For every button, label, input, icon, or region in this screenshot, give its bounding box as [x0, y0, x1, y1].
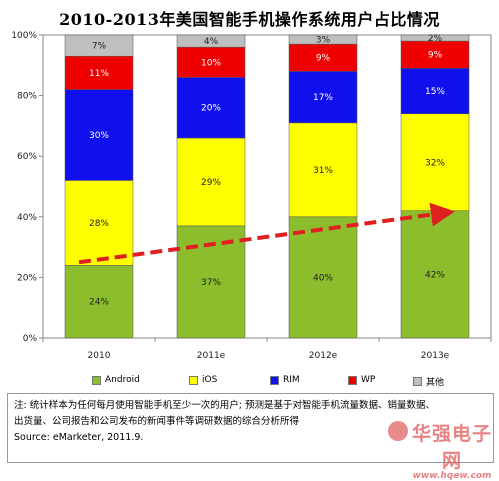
legend-swatch	[413, 377, 422, 386]
watermark: 华强电子网 www.hqew.com	[412, 419, 492, 481]
legend-item: RIM	[270, 375, 300, 385]
x-tick-label: 2013e	[421, 351, 450, 361]
chart-title: 2010-2013年美国智能手机操作系统用户占比情况	[59, 10, 440, 29]
chart-legend: Android iOS RIM WP 其他	[0, 375, 499, 391]
bar-segment	[176, 46, 246, 78]
data-label: 11%	[89, 69, 109, 79]
data-label: 9%	[428, 51, 443, 61]
legend-label: WP	[361, 375, 376, 385]
watermark-logo-icon	[388, 421, 408, 441]
notes-line-1: 注: 统计样本为任何每月使用智能手机至少一次的用户; 预测是基于对智能手机流量数…	[14, 400, 435, 411]
legend-label: RIM	[283, 375, 300, 385]
data-label: 2%	[428, 34, 443, 44]
bar-segment	[400, 68, 470, 115]
bar-segment	[400, 40, 470, 69]
bar-segment	[400, 34, 470, 42]
notes-line-2: 出货量、公司报告和公司发布的新闻事件等调研数据的综合分析所得	[14, 416, 300, 427]
data-label: 42%	[425, 270, 445, 280]
notes-box: 注: 统计样本为任何每月使用智能手机至少一次的用户; 预测是基于对智能手机流量数…	[7, 393, 494, 463]
y-tick-label: 100%	[11, 31, 37, 41]
x-tick-label: 2012e	[309, 351, 338, 361]
y-tick-label: 40%	[17, 213, 37, 223]
legend-label: 其他	[426, 378, 445, 388]
bar-segment	[288, 216, 358, 339]
legend-item: Android	[92, 375, 140, 385]
bar-segment	[64, 34, 134, 57]
data-label: 17%	[313, 93, 333, 103]
bar-segment	[400, 113, 470, 211]
legend-item: 其他	[413, 375, 444, 388]
data-label: 10%	[201, 58, 221, 68]
x-tick-label: 2010	[88, 351, 111, 361]
bar-segment	[288, 71, 358, 124]
data-label: 4%	[204, 37, 219, 47]
data-label: 30%	[89, 131, 109, 141]
legend-swatch	[348, 375, 357, 385]
bar-segment	[64, 55, 134, 90]
legend-item: iOS	[189, 375, 217, 385]
data-label: 28%	[89, 219, 109, 229]
data-label: 7%	[92, 42, 107, 52]
data-label: 31%	[313, 166, 333, 176]
legend-item: WP	[348, 375, 375, 385]
bar-segment	[64, 180, 134, 266]
bar-segment	[288, 43, 358, 72]
legend-swatch	[270, 375, 279, 385]
data-label: 15%	[425, 87, 445, 97]
legend-label: iOS	[202, 375, 218, 385]
bar-segment	[288, 122, 358, 218]
watermark-name: 华强电子网	[412, 423, 493, 472]
data-label: 29%	[201, 178, 221, 188]
legend-label: Android	[105, 375, 140, 385]
watermark-url: www.hqew.com	[412, 471, 492, 481]
source-line: Source: eMarketer, 2011.9.	[14, 432, 144, 443]
data-label: 9%	[316, 54, 331, 64]
bar-segment	[288, 34, 358, 45]
bar-segment	[64, 89, 134, 181]
y-tick-label: 0%	[23, 334, 38, 344]
bar-segment	[400, 210, 470, 339]
data-label: 24%	[89, 298, 109, 308]
data-label: 37%	[201, 278, 221, 288]
bar-segment	[64, 265, 134, 339]
data-label: 20%	[201, 104, 221, 114]
y-tick-label: 80%	[17, 92, 37, 102]
stacked-bar-chart: 0% 20% 40% 60% 80% 100% 2010 2011e 2012e 2013e 24…	[11, 31, 492, 361]
legend-swatch	[189, 375, 198, 385]
y-tick-label: 20%	[17, 273, 37, 283]
y-tick-label: 60%	[17, 152, 37, 162]
legend-swatch	[92, 375, 101, 385]
bar-segment	[176, 137, 246, 227]
x-tick-label: 2011e	[197, 351, 226, 361]
data-label: 3%	[316, 36, 331, 46]
bar-segment	[176, 34, 246, 48]
data-label: 32%	[425, 158, 445, 168]
trend-arrow	[78, 202, 455, 265]
data-label: 40%	[313, 273, 333, 283]
